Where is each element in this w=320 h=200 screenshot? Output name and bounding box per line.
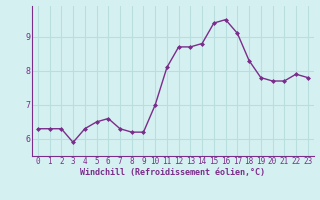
X-axis label: Windchill (Refroidissement éolien,°C): Windchill (Refroidissement éolien,°C) [80, 168, 265, 177]
